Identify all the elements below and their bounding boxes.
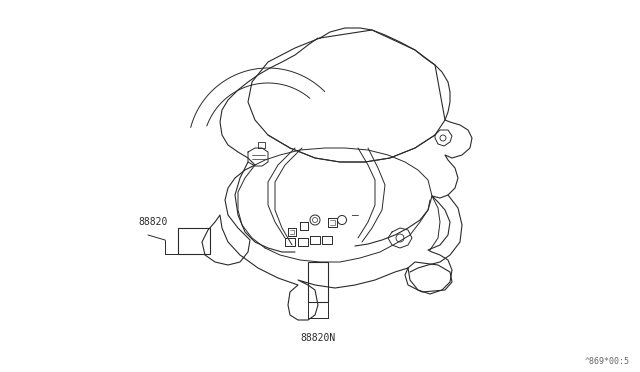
Text: –: –	[351, 210, 358, 220]
Text: 88820: 88820	[138, 217, 168, 227]
Text: 88820N: 88820N	[300, 333, 335, 343]
Bar	[308, 262, 328, 302]
Bar	[178, 228, 210, 254]
Text: ^869*00:5: ^869*00:5	[585, 357, 630, 366]
